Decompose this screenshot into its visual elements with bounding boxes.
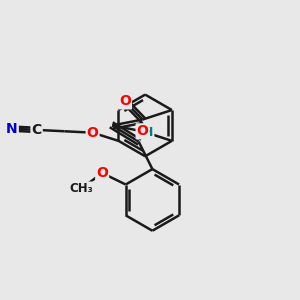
Text: O: O (87, 126, 99, 140)
Text: C: C (32, 123, 42, 137)
Text: O: O (119, 94, 131, 108)
Text: H: H (143, 126, 153, 140)
Text: O: O (96, 166, 108, 180)
Text: CH₃: CH₃ (69, 182, 93, 195)
Text: O: O (136, 124, 148, 138)
Text: N: N (6, 122, 18, 136)
